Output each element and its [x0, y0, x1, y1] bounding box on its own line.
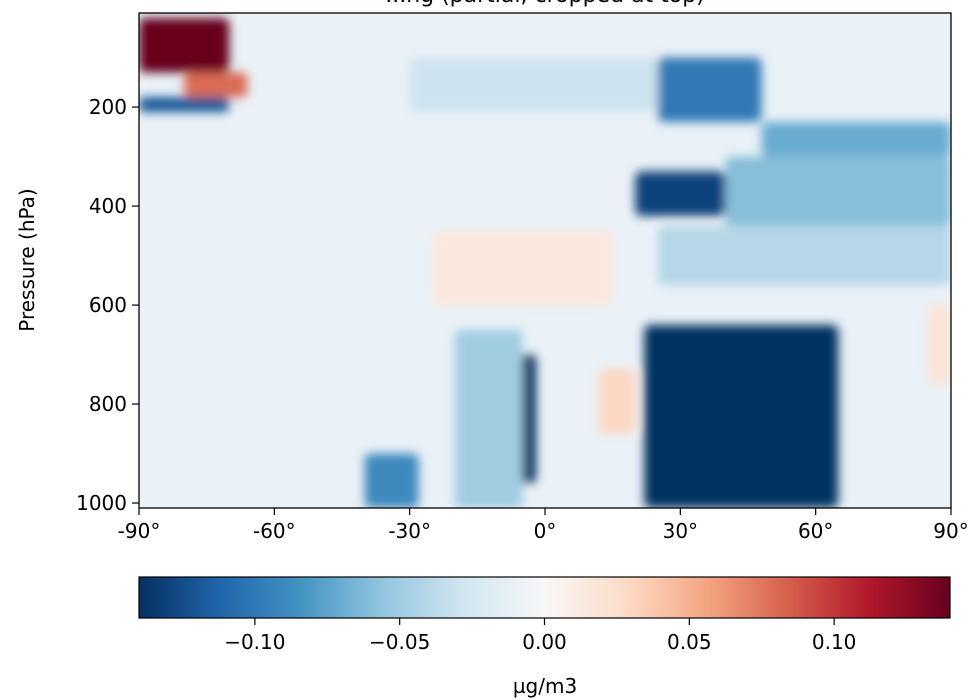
- x-tick-label: -90°: [118, 519, 161, 543]
- colorbar-axis: −0.10 −0.05 0.00 0.05 0.10: [224, 618, 856, 654]
- x-tick-label: -60°: [253, 519, 296, 543]
- heatmap-cell: [409, 57, 658, 112]
- y-tick-label: 400: [89, 194, 127, 218]
- colorbar-tick-label: −0.05: [369, 630, 430, 654]
- heatmap-cell: [364, 453, 419, 508]
- y-axis-label: Pressure (hPa): [15, 188, 39, 331]
- heatmap-cell: [725, 156, 951, 226]
- heatmap-cell: [139, 97, 230, 112]
- y-tick-label: 600: [89, 293, 127, 317]
- x-tick-label: 30°: [663, 519, 698, 543]
- heatmap-cell: [599, 369, 636, 434]
- heatmap-cell: [432, 230, 613, 306]
- x-tick-label: 60°: [798, 519, 833, 543]
- heatmap-cell: [644, 324, 839, 508]
- heatmap-cell: [928, 305, 951, 385]
- x-axis: -90° -60° -30° 0° 30° 60° 90°: [118, 508, 969, 543]
- x-tick-label: 0°: [534, 519, 557, 543]
- y-tick-label: 200: [89, 95, 127, 119]
- heatmap-cell: [635, 171, 726, 216]
- chart-title: ...ng (partial, cropped at top): [385, 0, 705, 8]
- colorbar-label: µg/m3: [513, 674, 577, 698]
- colorbar-tick-label: −0.10: [224, 630, 285, 654]
- y-tick-label: 800: [89, 392, 127, 416]
- colorbar-tick-label: 0.00: [522, 630, 567, 654]
- x-tick-label: -30°: [388, 519, 431, 543]
- heatmap-cell: [139, 17, 230, 73]
- heatmap: [139, 13, 951, 508]
- colorbar-tick-label: 0.10: [812, 630, 857, 654]
- heatmap-cell: [761, 121, 951, 157]
- heatmap-cell: [657, 57, 762, 122]
- colorbar-tick-label: 0.05: [667, 630, 712, 654]
- y-tick-label: 1000: [76, 491, 127, 515]
- x-tick-label: 90°: [933, 519, 968, 543]
- heatmap-cell: [184, 72, 248, 98]
- heatmap-cell: [657, 225, 951, 286]
- colorbar: [138, 576, 951, 619]
- heatmap-cell: [454, 329, 523, 508]
- y-axis: 200 400 600 800 1000: [76, 95, 139, 515]
